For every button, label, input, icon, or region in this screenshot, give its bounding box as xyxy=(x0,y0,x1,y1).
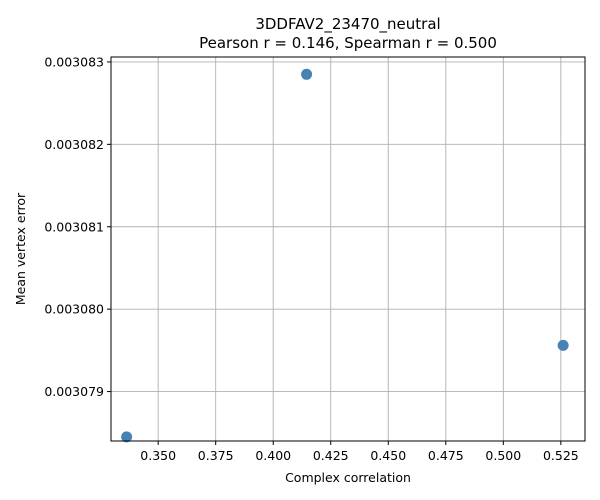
x-tick-label: 0.500 xyxy=(485,448,521,463)
y-tick-label: 0.003082 xyxy=(44,137,104,152)
y-tick-label: 0.003083 xyxy=(44,54,104,69)
y-axis-label: Mean vertex error xyxy=(13,192,28,305)
data-points xyxy=(121,68,569,443)
y-tick-label: 0.003080 xyxy=(44,302,104,317)
chart-title: 3DDFAV2_23470_neutral xyxy=(255,15,440,34)
x-tick-label: 0.450 xyxy=(370,448,406,463)
x-axis-label: Complex correlation xyxy=(285,470,411,485)
chart-subtitle: Pearson r = 0.146, Spearman r = 0.500 xyxy=(199,34,497,52)
x-tick-label: 0.425 xyxy=(313,448,349,463)
y-axis-ticks: 0.003079 0.003080 0.003081 0.003082 0.003083 xyxy=(44,54,111,399)
data-point xyxy=(121,431,133,443)
x-tick-label: 0.400 xyxy=(255,448,291,463)
x-tick-label: 0.475 xyxy=(428,448,464,463)
plot-frame xyxy=(110,56,586,442)
y-tick-label: 0.003081 xyxy=(44,219,104,234)
y-tick-label: 0.003079 xyxy=(44,384,104,399)
x-tick-label: 0.525 xyxy=(543,448,579,463)
grid xyxy=(111,57,585,441)
x-axis-ticks: 0.350 0.375 0.400 0.425 0.450 0.475 0.500 0.525 xyxy=(140,441,579,463)
x-tick-label: 0.375 xyxy=(198,448,234,463)
data-point xyxy=(557,339,569,351)
x-tick-label: 0.350 xyxy=(140,448,176,463)
data-point xyxy=(301,68,313,80)
